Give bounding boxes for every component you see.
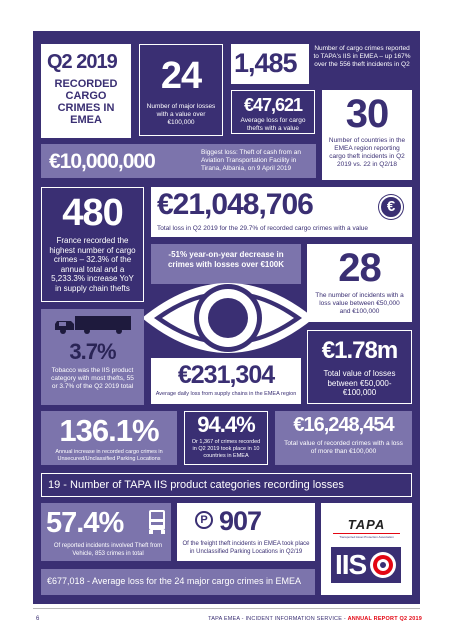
- daily-loss-value: €231,304: [177, 361, 275, 389]
- quarter-title: Q2 2019: [47, 51, 118, 73]
- unsecured-value: 136.1%: [59, 413, 159, 448]
- tobacco-box: 3.7% Tobacco was the IIS product categor…: [41, 309, 144, 405]
- cargo-crimes-label: Number of cargo crimes reported to TAPA'…: [313, 45, 411, 69]
- biggest-loss-value: €10,000,000: [49, 150, 156, 173]
- value-178m-label: Total value of losses between €50,000-€1…: [323, 369, 396, 398]
- theft-vehicle-value: 57.4%: [46, 507, 124, 539]
- avg-major-box: €677,018 - Average loss for the 24 major…: [41, 569, 315, 595]
- categories-box: 19 - Number of TAPA IIS product categori…: [41, 473, 412, 497]
- avg-major-label: €677,018 - Average loss for the 24 major…: [47, 576, 301, 586]
- tobacco-label: Tobacco was the IIS product category wit…: [51, 367, 134, 391]
- theft-vehicle-label: Of reported incidents involved Theft fro…: [53, 543, 163, 557]
- tapa-logo: TAPA Transported Asset Protection Associ…: [329, 517, 404, 539]
- biggest-loss-label: Biggest loss: Theft of cash from an Avia…: [201, 149, 301, 173]
- biggest-loss-box: €10,000,000 Biggest loss: Theft of cash …: [41, 144, 316, 178]
- parking-value: 907: [219, 506, 262, 536]
- top-countries-label: Or 1,367 of crimes recorded in Q2 2019 t…: [191, 439, 261, 459]
- value-178m-value: €1.78m: [321, 337, 398, 364]
- avg-loss-box: €47,621 Average loss for cargo thefts wi…: [231, 90, 315, 134]
- cargo-crimes-value: 1,485: [234, 48, 298, 78]
- cargo-crimes-value-box: 1,485: [231, 44, 309, 84]
- major-losses-box: 24 Number of major losses with a value o…: [139, 44, 223, 136]
- incidents-50k-value: 28: [338, 246, 382, 290]
- target-icon: [370, 552, 396, 578]
- iis-logo: IIS: [331, 547, 401, 583]
- top-countries-box: 94.4% Or 1,367 of crimes recorded in Q2 …: [184, 411, 268, 465]
- total-loss-box: €21,048,706 € Total loss in Q2 2019 for …: [151, 187, 412, 237]
- france-label: France recorded the highest number of ca…: [49, 236, 136, 293]
- over-100k-box: €16,248,454 Total value of recorded crim…: [275, 411, 412, 465]
- france-box: 480 France recorded the highest number o…: [41, 187, 144, 302]
- countries-box: 30 Number of countries in the EMEA regio…: [322, 90, 412, 180]
- parking-icon: P: [195, 511, 213, 529]
- yoy-decrease-label: -51% year-on-year decrease in crimes wit…: [167, 250, 285, 270]
- over-100k-value: €16,248,454: [293, 414, 394, 436]
- unsecured-label: Annual increase in recorded cargo crimes…: [55, 449, 163, 462]
- incidents-50k-label: The number of incidents with a loss valu…: [315, 292, 404, 316]
- major-losses-label: Number of major losses with a value over…: [146, 103, 216, 127]
- theft-vehicle-box: 57.4% Of reported incidents involved The…: [41, 503, 171, 561]
- total-loss-value: €21,048,706: [157, 188, 314, 221]
- incidents-50k-box: 28 The number of incidents with a loss v…: [307, 244, 412, 322]
- over-100k-label: Total value of recorded crimes with a lo…: [284, 440, 403, 456]
- parking-box: P 907 Of the freight theft incidents in …: [177, 503, 315, 561]
- recorded-crimes-subtitle: RECORDED CARGO CRIMES IN EMEA: [54, 78, 118, 127]
- tobacco-value: 3.7%: [69, 339, 116, 364]
- parking-label: Of the freight theft incidents in EMEA t…: [182, 541, 310, 555]
- daily-loss-box: €231,304 Average daily loss from supply …: [151, 358, 301, 404]
- unsecured-box: 136.1% Annual increase in recorded cargo…: [41, 411, 177, 465]
- countries-value: 30: [345, 92, 390, 136]
- france-value: 480: [62, 192, 123, 234]
- footer-text: TAPA EMEA - INCIDENT INFORMATION SERVICE…: [208, 616, 422, 622]
- eye-icon: [142, 283, 314, 353]
- vehicle-icon: [149, 510, 165, 534]
- avg-loss-value: €47,621: [243, 95, 303, 115]
- value-178m-box: €1.78m Total value of losses between €50…: [307, 330, 412, 404]
- categories-label: 19 - Number of TAPA IIS product categori…: [48, 479, 344, 491]
- logos-box: TAPA Transported Asset Protection Associ…: [321, 503, 412, 595]
- page-number: 6: [36, 616, 40, 622]
- title-box: Q2 2019 RECORDED CARGO CRIMES IN EMEA: [41, 44, 131, 138]
- euro-coin-icon: €: [379, 195, 403, 219]
- top-countries-value: 94.4%: [197, 412, 255, 437]
- footer-rule: [33, 608, 420, 609]
- total-loss-label: Total loss in Q2 2019 for the 29.7% of r…: [157, 225, 368, 232]
- truck-icon: [54, 316, 131, 334]
- daily-loss-label: Average daily loss from supply chains in…: [155, 391, 297, 397]
- countries-label: Number of countries in the EMEA region r…: [328, 137, 406, 169]
- major-losses-value: 24: [160, 55, 202, 97]
- avg-loss-label: Average loss for cargo thefts with a val…: [240, 117, 306, 133]
- yoy-decrease-box: -51% year-on-year decrease in crimes wit…: [151, 244, 301, 284]
